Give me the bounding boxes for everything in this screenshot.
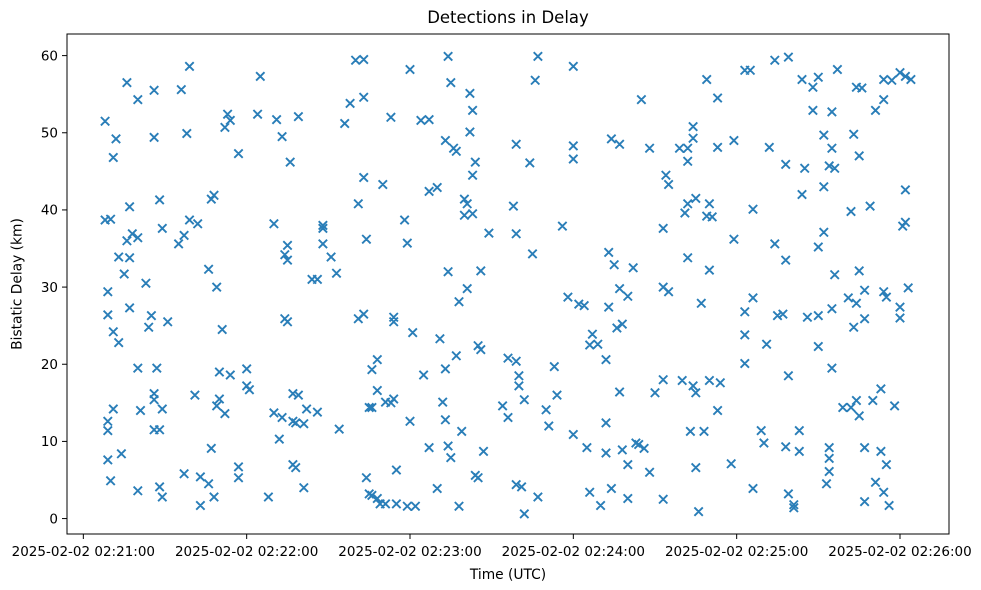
y-tick-label: 20 xyxy=(41,357,58,373)
y-tick-label: 40 xyxy=(41,203,58,219)
y-tick-label: 0 xyxy=(49,511,58,527)
y-tick-label: 30 xyxy=(41,280,58,296)
y-tick-label: 60 xyxy=(41,48,58,64)
x-tick-label: 2025-02-02 02:21:00 xyxy=(12,544,155,560)
y-tick-label: 50 xyxy=(41,125,58,141)
x-tick-label: 2025-02-02 02:26:00 xyxy=(828,544,971,560)
scatter-markers xyxy=(100,51,916,519)
x-tick-label: 2025-02-02 02:23:00 xyxy=(338,544,481,560)
x-axis-label: Time (UTC) xyxy=(469,567,547,583)
x-tick-label: 2025-02-02 02:24:00 xyxy=(502,544,645,560)
plot-frame xyxy=(66,33,950,535)
x-tick-label: 2025-02-02 02:22:00 xyxy=(175,544,318,560)
x-tick-label: 2025-02-02 02:25:00 xyxy=(665,544,808,560)
chart-title: Detections in Delay xyxy=(427,8,589,27)
y-axis-label: Bistatic Delay (km) xyxy=(9,218,26,350)
y-tick-label: 10 xyxy=(41,434,58,450)
